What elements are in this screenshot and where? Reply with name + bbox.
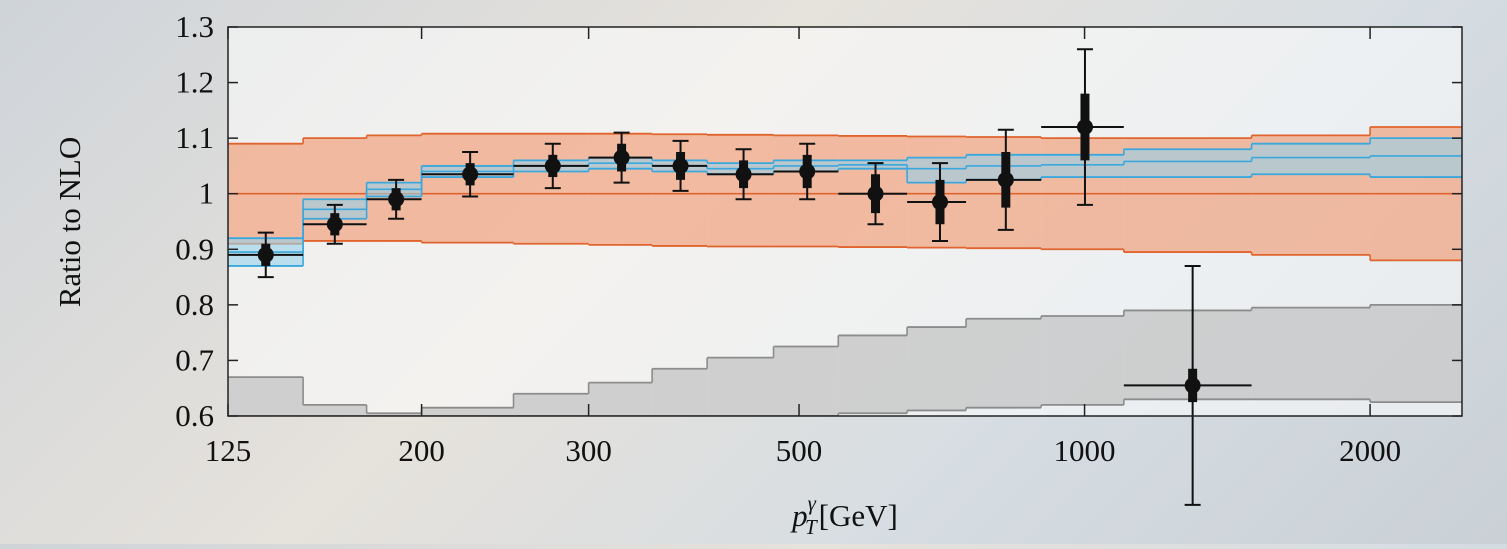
- band-segment: [1252, 308, 1371, 400]
- band-segment: [707, 358, 773, 416]
- y-tick-label: 0.7: [175, 342, 214, 377]
- band-segment: [774, 347, 839, 416]
- x-label-sup: γ: [808, 491, 817, 515]
- band-segment: [422, 134, 514, 243]
- band-segment: [1041, 316, 1124, 405]
- data-point: [388, 191, 404, 207]
- data-point: [1077, 119, 1093, 135]
- x-label-unit: [GeV]: [819, 498, 898, 533]
- y-tick-label: 1.2: [175, 65, 214, 100]
- x-tick-label: 300: [565, 433, 612, 468]
- band-segment: [422, 408, 514, 416]
- band-segment: [707, 135, 773, 247]
- y-tick-label: 0.9: [175, 231, 214, 266]
- y-tick-label: 1: [199, 176, 215, 211]
- band-segment: [1370, 138, 1462, 177]
- x-tick-label: 500: [776, 433, 823, 468]
- data-point: [799, 163, 815, 179]
- data-point: [673, 158, 689, 174]
- band-segment: [589, 383, 652, 416]
- band-segment: [838, 335, 907, 413]
- y-tick-label: 1.1: [175, 120, 214, 155]
- data-point: [327, 216, 343, 232]
- data-point: [545, 158, 561, 174]
- band-segment: [774, 135, 839, 246]
- band-segment: [303, 405, 366, 416]
- data-point: [462, 166, 478, 182]
- x-tick-label: 125: [205, 433, 252, 468]
- band-segment: [1252, 144, 1371, 175]
- data-point: [998, 172, 1014, 188]
- chart: 0.6 0.7 0.8 0.9 1 1.1 1.2 1.3 125 200 300 500 1000 20…: [0, 0, 1507, 544]
- band-segment: [1124, 149, 1252, 177]
- data-point: [1185, 377, 1201, 393]
- band-segment: [228, 377, 303, 416]
- band-segment: [966, 319, 1041, 408]
- band-segment: [907, 327, 966, 410]
- data-point: [258, 247, 274, 263]
- band-segment: [652, 369, 707, 416]
- y-axis-label: Ratio to NLO: [52, 137, 87, 308]
- data-point: [932, 194, 948, 210]
- y-tick-label: 0.6: [175, 398, 214, 433]
- x-tick-label: 1000: [1054, 433, 1116, 468]
- data-point: [868, 186, 884, 202]
- x-tick-label: 200: [398, 433, 445, 468]
- band-segment: [907, 158, 966, 183]
- x-label-sub: T: [805, 515, 818, 539]
- y-tick-label: 0.8: [175, 287, 214, 322]
- y-tick-label: 1.3: [175, 9, 214, 44]
- x-tick-label: 2000: [1339, 433, 1401, 468]
- data-point: [614, 150, 630, 166]
- band-segment: [514, 394, 589, 416]
- data-point: [736, 166, 752, 182]
- band-segment: [1370, 305, 1462, 402]
